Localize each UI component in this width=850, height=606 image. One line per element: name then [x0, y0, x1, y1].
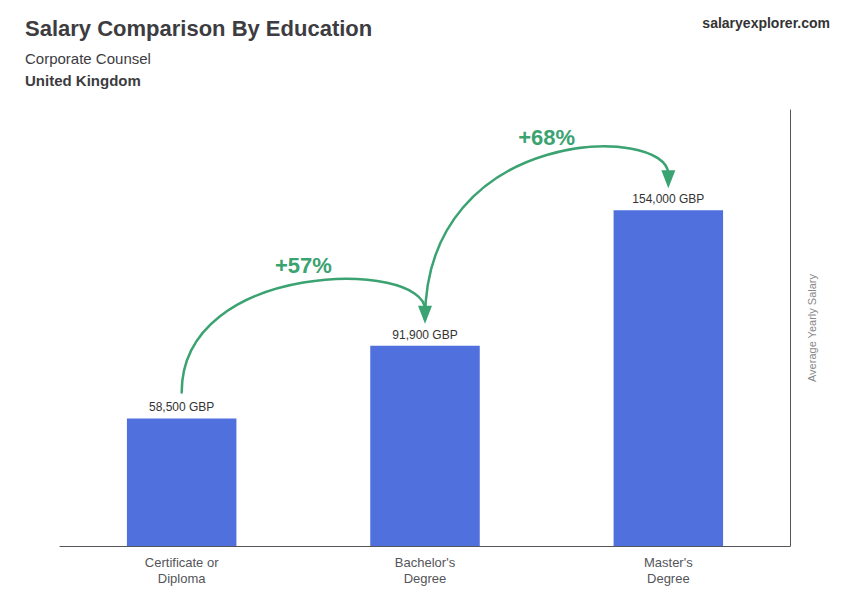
svg-text:Average Yearly Salary: Average Yearly Salary: [806, 273, 818, 382]
svg-text:Certificate or: Certificate or: [145, 555, 219, 570]
svg-text:United Kingdom: United Kingdom: [25, 72, 141, 89]
svg-text:Salary Comparison By Education: Salary Comparison By Education: [25, 16, 372, 41]
svg-text:Degree: Degree: [647, 571, 690, 586]
svg-text:+68%: +68%: [518, 125, 575, 150]
svg-text:Degree: Degree: [404, 571, 447, 586]
svg-text:Master's: Master's: [644, 555, 693, 570]
svg-text:Diploma: Diploma: [158, 571, 206, 586]
svg-text:Bachelor's: Bachelor's: [395, 555, 456, 570]
svg-text:58,500 GBP: 58,500 GBP: [149, 400, 214, 414]
svg-text:Corporate Counsel: Corporate Counsel: [25, 50, 151, 67]
svg-text:154,000 GBP: 154,000 GBP: [632, 192, 704, 206]
svg-text:salaryexplorer.com: salaryexplorer.com: [702, 15, 830, 31]
svg-text:91,900 GBP: 91,900 GBP: [392, 328, 457, 342]
svg-text:+57%: +57%: [275, 253, 332, 278]
